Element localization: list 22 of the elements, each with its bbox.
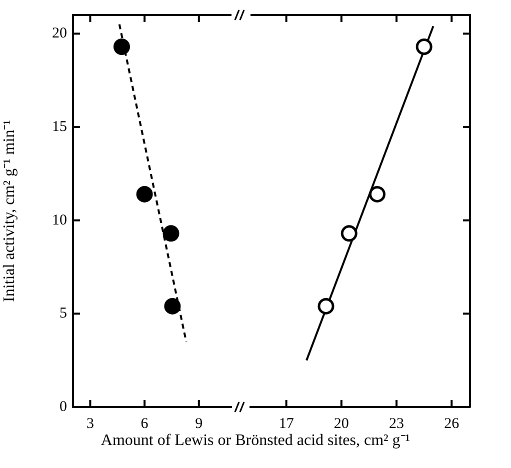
point [164,298,181,314]
x-axis-title: Amount of Lewis or Brönsted acid sites, cm² g⁻¹ [100,432,410,449]
point [368,186,386,202]
point [113,38,130,55]
y-tick-label: 10 [52,212,67,228]
y-tick-label: 20 [52,26,67,42]
x-tick-label: 3 [86,416,94,432]
y-axis-title: Initial activity, cm² g⁻¹ min⁻¹ [0,120,18,302]
point [318,298,334,314]
x-tick-label: 20 [334,416,349,432]
x-tick-label: 23 [389,416,404,432]
y-tick-label: 15 [52,118,67,135]
x-tick-label: 9 [195,416,203,432]
y-tick-label: 0 [60,398,67,415]
point [340,225,358,242]
point [416,38,432,55]
point [162,225,180,242]
point [136,186,153,202]
x-tick-label: 6 [140,416,149,432]
x-tick-label: 17 [278,416,294,432]
x-tick-label: 26 [444,416,460,432]
y-tick-label: 5 [60,306,67,322]
